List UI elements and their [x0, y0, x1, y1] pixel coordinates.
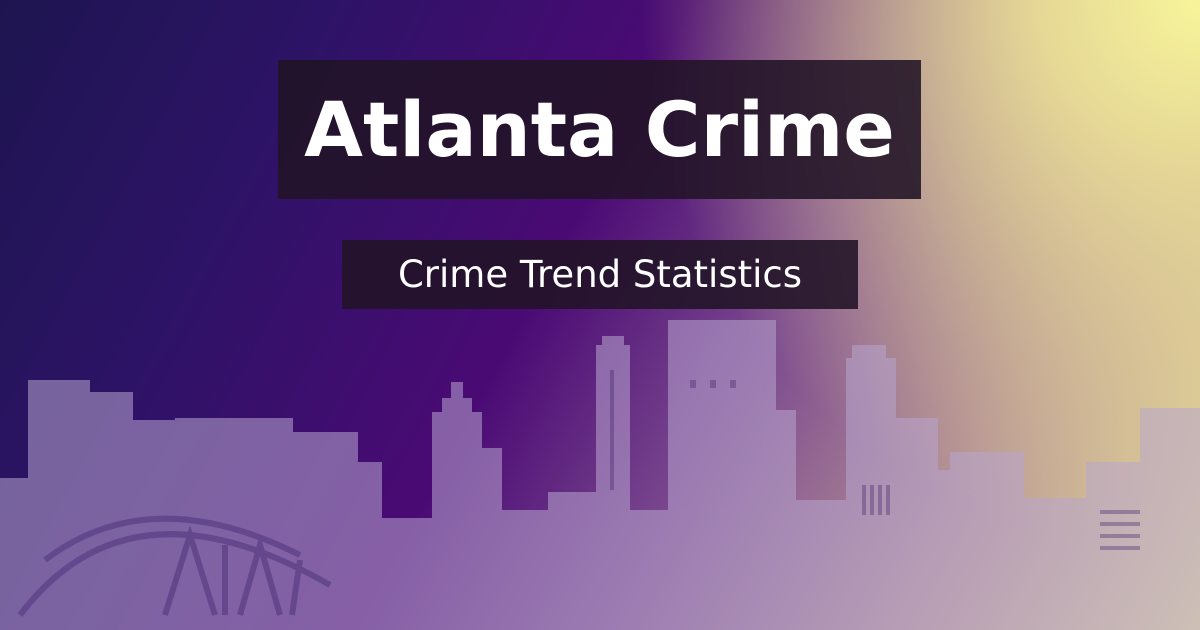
- subtitle-box: Crime Trend Statistics: [342, 240, 858, 309]
- title-box: Atlanta Crime: [278, 60, 921, 199]
- page-title: Atlanta Crime: [304, 84, 895, 174]
- page-subtitle: Crime Trend Statistics: [397, 253, 803, 296]
- stadium-illustration: [17, 515, 332, 617]
